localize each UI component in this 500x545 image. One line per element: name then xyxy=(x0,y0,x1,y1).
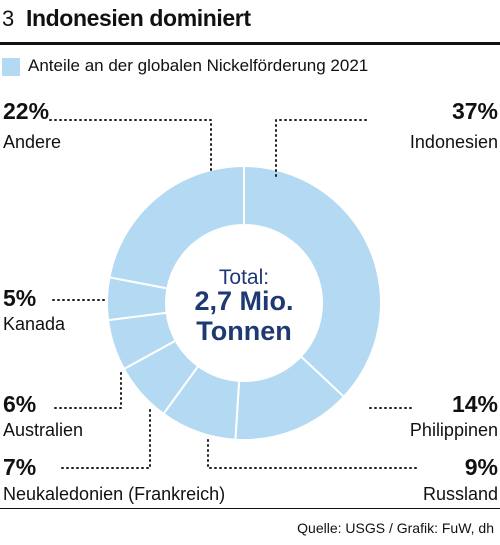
label-name-kanada: Kanada xyxy=(3,314,66,334)
slice-labels: 37% Indonesien 14% Philippinen 9% Russland 7% N… xyxy=(3,98,498,504)
donut-chart: 37% Indonesien 14% Philippinen 9% Russland 7% N… xyxy=(3,98,498,504)
slice-group xyxy=(106,164,382,441)
label-pct-russland: 9% xyxy=(465,454,498,480)
source-note: Quelle: USGS / Grafik: FuW, dh xyxy=(297,520,494,536)
label-name-philippinen: Philippinen xyxy=(410,420,498,440)
label-name-indonesien: Indonesien xyxy=(410,132,498,152)
chart-number: 3 xyxy=(2,6,15,31)
label-pct-andere: 22% xyxy=(3,98,49,124)
chart-header: 3 Indonesien dominiert xyxy=(0,0,500,44)
leader-andere xyxy=(49,119,212,171)
label-name-russland: Russland xyxy=(423,484,498,504)
leader-australien xyxy=(54,372,122,409)
center-total-value: 2,7 Mio. xyxy=(194,286,293,316)
chart-title: Indonesien dominiert xyxy=(26,5,251,31)
leader-russland xyxy=(207,439,421,469)
footer-rule xyxy=(0,508,500,509)
slice-indonesien xyxy=(243,164,382,399)
legend-swatch xyxy=(2,58,20,76)
leader-neukaledonien-frankreich xyxy=(57,409,151,469)
label-pct-kanada: 5% xyxy=(3,285,36,311)
label-name-andere: Andere xyxy=(3,132,61,152)
leader-lines xyxy=(49,119,421,469)
label-pct-neukaledonien-frankreich: 7% xyxy=(3,454,36,480)
slice-andere xyxy=(108,164,245,290)
leader-indonesien xyxy=(275,119,369,177)
center-total-label: Total: xyxy=(219,266,269,289)
legend-label: Anteile an der globalen Nickelförderung … xyxy=(28,56,369,75)
label-name-neukaledonien-frankreich: Neukaledonien (Frankreich) xyxy=(3,484,225,504)
label-name-australien: Australien xyxy=(3,420,83,440)
label-pct-philippinen: 14% xyxy=(452,391,498,417)
label-pct-australien: 6% xyxy=(3,391,36,417)
center-total-unit: Tonnen xyxy=(196,316,291,346)
label-pct-indonesien: 37% xyxy=(452,98,498,124)
header-rule xyxy=(0,42,500,45)
